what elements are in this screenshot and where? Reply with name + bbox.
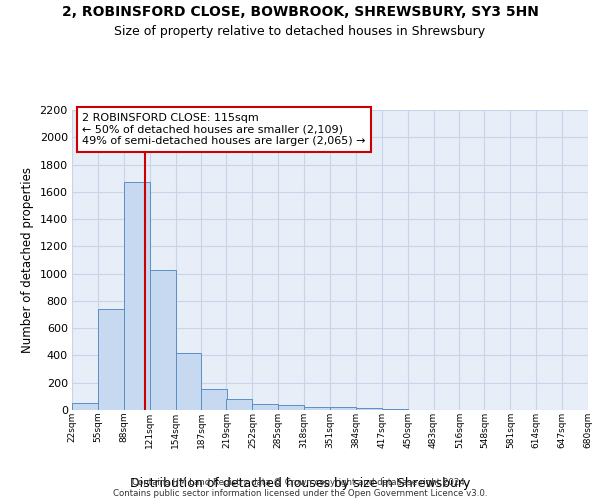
Text: 2 ROBINSFORD CLOSE: 115sqm
← 50% of detached houses are smaller (2,109)
49% of s: 2 ROBINSFORD CLOSE: 115sqm ← 50% of deta… [82, 113, 366, 146]
Text: Contains HM Land Registry data © Crown copyright and database right 2024.
Contai: Contains HM Land Registry data © Crown c… [113, 478, 487, 498]
Y-axis label: Number of detached properties: Number of detached properties [21, 167, 34, 353]
Bar [149, 270, 176, 410]
Bar [304, 406, 330, 410]
Bar [226, 399, 253, 410]
Bar [330, 408, 356, 410]
Bar [278, 404, 304, 410]
Text: Distribution of detached houses by size in Shrewsbury: Distribution of detached houses by size … [130, 477, 470, 490]
Text: 2, ROBINSFORD CLOSE, BOWBROOK, SHREWSBURY, SY3 5HN: 2, ROBINSFORD CLOSE, BOWBROOK, SHREWSBUR… [62, 5, 538, 19]
Text: Size of property relative to detached houses in Shrewsbury: Size of property relative to detached ho… [115, 25, 485, 38]
Bar [98, 309, 124, 410]
Bar [202, 389, 227, 410]
Bar [176, 354, 202, 410]
Bar [253, 404, 278, 410]
Bar [356, 408, 382, 410]
Bar [124, 182, 149, 410]
Bar [72, 402, 98, 410]
Bar [382, 409, 407, 410]
